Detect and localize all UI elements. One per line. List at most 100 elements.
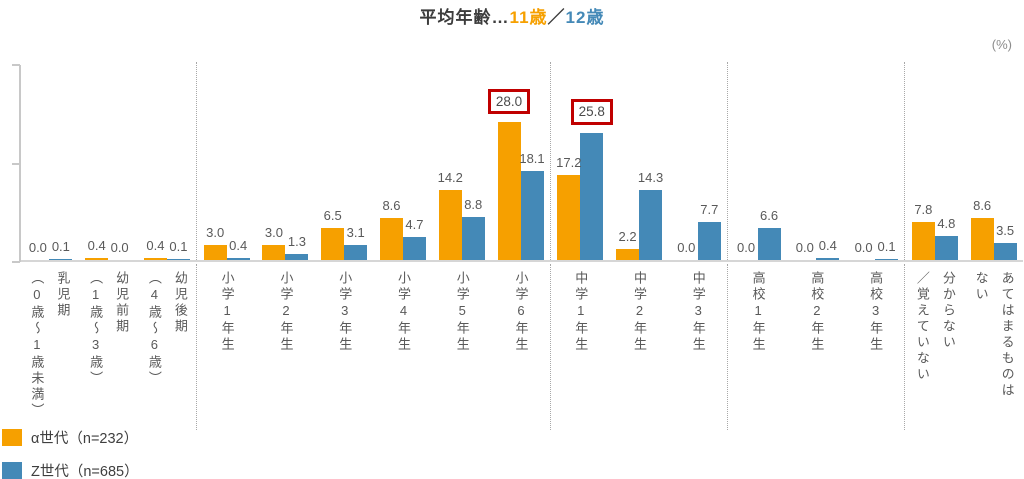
y-tick-0: [12, 261, 20, 263]
category-slot: 0.0 6.6: [728, 62, 787, 260]
category-slot: 7.8 4.8: [905, 62, 964, 260]
value-label: 8.6: [382, 197, 401, 213]
bar-z: [697, 222, 721, 260]
category-slot: 8.6 4.7: [374, 62, 433, 260]
category-label-column: 高校1年生: [750, 271, 766, 353]
legend: α世代（n=232） Z世代（n=685）: [2, 427, 139, 479]
value-label: 1.3: [287, 233, 306, 249]
value-label: 0.1: [51, 238, 70, 254]
category-label-slot: 小学5年生: [432, 264, 491, 430]
category-label-column: （1歳～3歳）: [88, 271, 104, 387]
category-slot: 6.5 3.1: [315, 62, 374, 260]
bar-alpha: [970, 217, 994, 260]
category-label: 小学5年生: [449, 271, 475, 430]
category-label-slot: 幼児前期 （1歳～3歳）: [79, 264, 138, 430]
value-label: 0.0: [854, 240, 873, 255]
category-slot: 3.0 1.3: [256, 62, 315, 260]
legend-item-alpha: α世代（n=232）: [2, 427, 139, 448]
category-label-column: （0歳～1歳未満）: [29, 271, 45, 419]
bar-alpha: [911, 221, 935, 260]
value-label: 2.2: [618, 229, 637, 245]
highlight-box: 25.8: [558, 99, 626, 125]
category-label-slot: 小学6年生: [491, 264, 551, 430]
value-label: 0.0: [110, 240, 129, 255]
category-label-slot: 幼児後期 （4歳～6歳）: [138, 264, 198, 430]
category-label-column: 小学6年生: [513, 271, 529, 353]
category-label-column: 幼児後期: [172, 271, 188, 335]
value-label: 14.2: [437, 170, 463, 186]
bar-z: [875, 258, 899, 260]
category-label-column: あてはまるものは: [999, 271, 1015, 399]
value-label: 3.1: [346, 224, 365, 240]
value-label: 0.0: [677, 240, 696, 255]
value-label: 0.4: [87, 238, 106, 254]
title-prefix: 平均年齢…: [419, 8, 510, 27]
category-label-column: 高校3年生: [868, 271, 884, 353]
category-label-slot: 高校1年生: [728, 264, 787, 430]
category-label: 幼児前期 （1歳～3歳）: [82, 271, 134, 430]
category-label-column: ない: [973, 271, 989, 303]
category-label-slot: 高校3年生: [846, 264, 906, 430]
chart-title: 平均年齢…11歳／12歳: [0, 3, 1024, 28]
category-label-slot: 高校2年生: [787, 264, 846, 430]
category-slot: 0.4 0.0: [79, 62, 138, 260]
legend-swatch-z: [2, 462, 22, 479]
title-separator: ／: [547, 8, 566, 27]
legend-item-z: Z世代（n=685）: [2, 460, 139, 479]
y-tick-20: [12, 162, 20, 165]
category-label-column: ／覚えていない: [914, 271, 930, 383]
bar-z: [461, 216, 485, 260]
category-slot: 3.0 0.4: [197, 62, 256, 260]
category-label-slot: 小学2年生: [256, 264, 315, 430]
bar-alpha: [497, 122, 521, 260]
category-label: 小学2年生: [272, 271, 298, 430]
bar-z: [934, 236, 958, 260]
value-label: 0.4: [146, 238, 165, 254]
category-label-slot: 中学1年生: [551, 264, 610, 430]
category-label-slot: 中学3年生: [668, 264, 729, 430]
category-slot: 0.0 0.4: [787, 62, 846, 260]
category-label-slot: 小学3年生: [315, 264, 374, 430]
legend-label-alpha: α世代（n=232）: [31, 431, 139, 447]
bar-z: [757, 227, 781, 260]
category-slot: 14.2 8.8: [432, 62, 491, 260]
category-label-column: 中学1年生: [573, 271, 589, 353]
bar-z: [402, 236, 426, 260]
category-label-column: 小学2年生: [278, 271, 294, 353]
value-label: 4.7: [405, 216, 424, 232]
y-axis: [12, 64, 21, 263]
category-label-column: 幼児前期: [114, 271, 130, 335]
bar-alpha: [438, 190, 462, 260]
category-slot: 0.0 0.1: [846, 62, 906, 260]
category-label: 小学1年生: [214, 271, 240, 430]
value-label: 18.1: [519, 150, 545, 166]
category-label-column: 小学1年生: [219, 271, 235, 353]
value-label: 3.0: [206, 225, 225, 241]
value-label: 6.6: [760, 207, 779, 223]
category-slot: 8.6 3.5: [964, 62, 1023, 260]
value-label: 3.5: [996, 222, 1015, 238]
category-label-column: 小学3年生: [337, 271, 353, 353]
bar-z: [639, 189, 663, 260]
bar-z: [49, 258, 73, 260]
category-label-column: 高校2年生: [809, 271, 825, 353]
value-label-highlighted: 28.0: [487, 88, 531, 115]
category-label-column: 分からない: [940, 271, 956, 351]
bar-z: [344, 244, 368, 260]
value-label: 0.4: [229, 238, 248, 254]
category-label: 高校3年生: [862, 271, 888, 430]
bar-z: [520, 170, 544, 260]
category-label: 小学3年生: [331, 271, 357, 430]
bar-z: [580, 132, 604, 260]
category-label: 幼児後期 （4歳～6歳）: [141, 271, 193, 430]
value-label: 0.1: [169, 238, 188, 254]
category-label-column: （4歳～6歳）: [146, 271, 162, 387]
category-label: 小学6年生: [508, 271, 534, 430]
category-label-column: 乳児期: [55, 271, 71, 319]
category-label: 中学2年生: [626, 271, 652, 430]
value-label: 17.2: [556, 155, 582, 171]
value-label: 7.8: [914, 201, 933, 217]
category-label-slot: 乳児期 （0歳～1歳未満）: [20, 264, 79, 430]
value-label: 6.5: [323, 208, 342, 223]
